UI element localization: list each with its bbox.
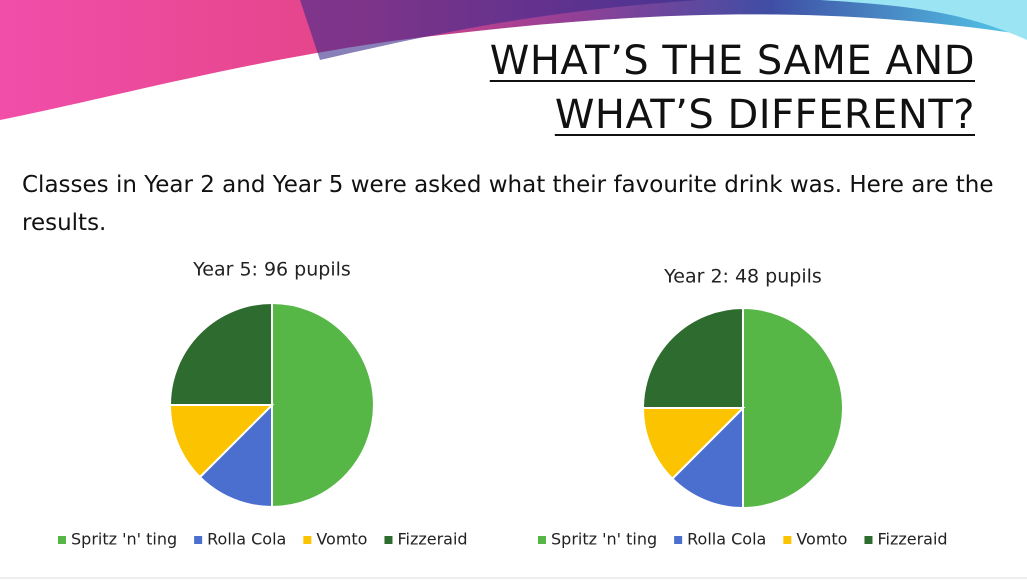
- pie-slice: [742, 306, 844, 510]
- legend-swatch: [538, 536, 546, 544]
- legend-swatch: [864, 536, 873, 544]
- legend-swatch: [303, 536, 312, 544]
- legend-swatch: [674, 536, 683, 544]
- legend-label: Rolla Cola: [207, 530, 286, 549]
- intro-text: Classes in Year 2 and Year 5 were asked …: [22, 172, 994, 236]
- legend-label: Spritz 'n' ting: [71, 530, 177, 549]
- legend-label: Vomto: [796, 530, 847, 549]
- chart-title: Year 2: 48 pupils: [663, 266, 822, 288]
- header-swoosh: [0, 0, 1027, 120]
- legend-label: Rolla Cola: [687, 530, 766, 549]
- pie-slice: [168, 301, 273, 406]
- legend-label: Vomto: [316, 530, 367, 549]
- legend-swatch: [783, 536, 792, 544]
- legend-swatch: [384, 536, 393, 544]
- chart-title: Year 5: 96 pupils: [192, 259, 351, 281]
- header-swoosh: [300, 0, 700, 60]
- pie-slice: [670, 405, 744, 510]
- pie-slice: [641, 407, 746, 481]
- slide-title: WHAT’S THE SAME AND: [489, 38, 975, 84]
- pie-slice: [168, 404, 275, 479]
- header-swoosh: [820, 0, 1027, 40]
- pie-slice: [641, 306, 744, 409]
- legend-label: Fizzeraid: [397, 530, 467, 549]
- slide-title: WHAT’S DIFFERENT?: [554, 92, 975, 138]
- legend-swatch: [58, 536, 66, 544]
- pie-slice: [198, 402, 273, 509]
- legend-label: Fizzeraid: [877, 530, 947, 549]
- legend-swatch: [194, 536, 203, 544]
- pie-slice: [271, 301, 375, 509]
- legend-label: Spritz 'n' ting: [551, 530, 657, 549]
